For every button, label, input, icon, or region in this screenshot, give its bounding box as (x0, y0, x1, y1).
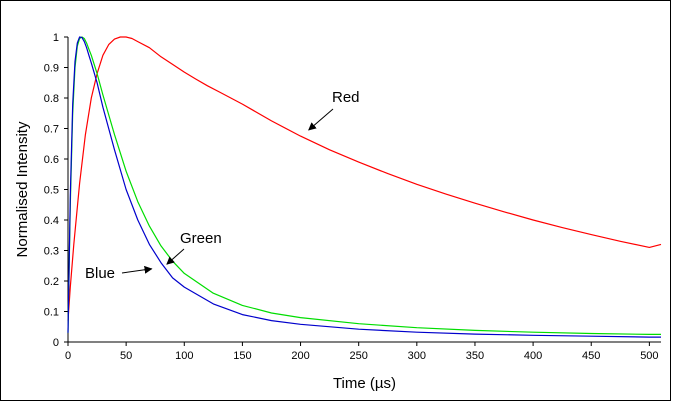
annotation-blue-arrow (121, 265, 153, 274)
y-tick-label: 0.4 (44, 215, 59, 227)
x-tick-label: 300 (408, 350, 426, 362)
y-tick-label: 1 (53, 32, 59, 44)
x-axis-title: Time (µs) (333, 375, 396, 392)
y-tick-label: 0.3 (44, 246, 59, 258)
y-tick-label: 0.1 (44, 307, 59, 319)
y-tick-label: 0.9 (44, 63, 59, 75)
x-tick-label: 150 (233, 350, 251, 362)
x-tick-label: 500 (640, 350, 658, 362)
series-red-line (67, 36, 662, 321)
annotation-red-label: Red (332, 89, 360, 106)
x-tick-label: 200 (291, 350, 309, 362)
x-tick-label: 0 (65, 350, 71, 362)
axes (67, 37, 661, 343)
x-axis-ticks: 0 50 100 150 200 250 300 350 400 450 500 (65, 342, 659, 362)
y-tick-label: 0.5 (44, 185, 59, 197)
y-tick-label: 0.8 (44, 93, 59, 105)
x-tick-label: 350 (466, 350, 484, 362)
series-layer (67, 36, 662, 338)
annotation-green-label: Green (180, 230, 222, 247)
y-tick-label: 0 (53, 337, 59, 349)
y-tick-label: 0.7 (44, 124, 59, 136)
annotation-green-arrow (166, 248, 185, 265)
x-tick-label: 50 (120, 350, 132, 362)
annotations: Red Green Blue (85, 89, 360, 282)
annotation-red-arrow (308, 108, 334, 131)
y-axis-title: Normalised Intensity (14, 121, 31, 257)
y-tick-label: 0.6 (44, 154, 59, 166)
x-tick-label: 250 (350, 350, 368, 362)
x-tick-label: 100 (175, 350, 193, 362)
series-green-line (67, 36, 661, 335)
annotation-blue-label: Blue (85, 265, 115, 282)
x-tick-label: 400 (524, 350, 542, 362)
y-tick-label: 0.2 (44, 276, 59, 288)
series-blue-line (67, 36, 661, 338)
x-tick-label: 450 (582, 350, 600, 362)
y-axis-ticks: 0 0.1 0.2 0.3 0.4 0.5 0.6 0.7 0.8 0.9 1 (44, 32, 68, 349)
